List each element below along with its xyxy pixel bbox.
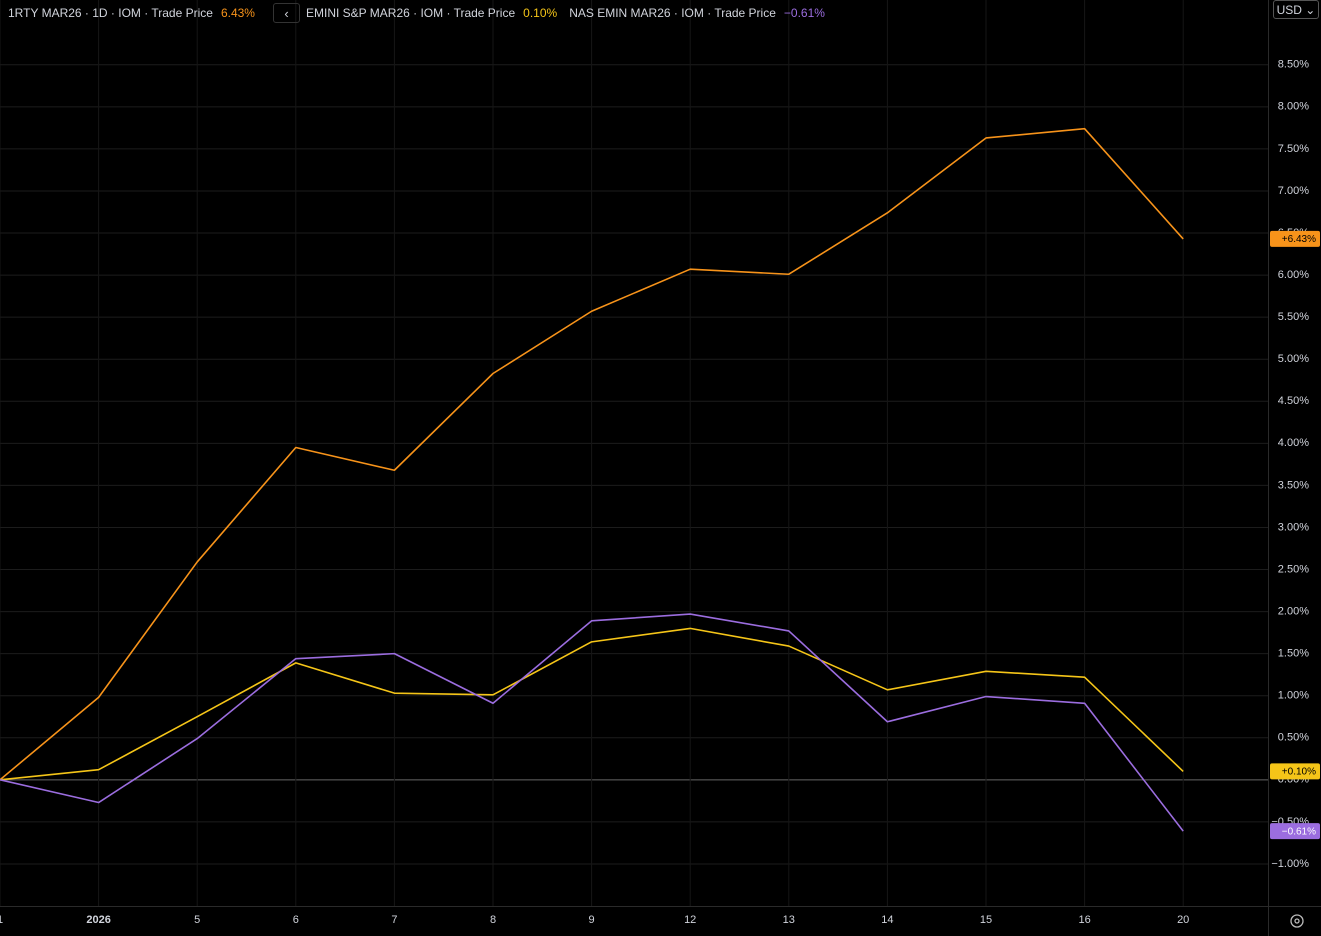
y-tick-label: 4.00%: [1278, 437, 1309, 449]
x-tick-label: 20: [1177, 914, 1189, 926]
x-tick-label: 2026: [86, 914, 110, 926]
series-line: [0, 627, 1184, 781]
series-line: [0, 613, 1184, 832]
x-tick-label: 8: [490, 914, 496, 926]
y-tick-label: 3.00%: [1278, 521, 1309, 533]
x-tick-label: 9: [589, 914, 595, 926]
price-tag: [1270, 763, 1320, 780]
y-tick-label: 8.50%: [1278, 59, 1309, 71]
series-line: [0, 127, 1184, 781]
y-tick-label: 5.50%: [1278, 311, 1309, 323]
legend-name: 1RTY MAR26 · 1D · IOM · Trade Price: [8, 6, 213, 20]
x-tick-label: 14: [881, 914, 893, 926]
y-tick-label: 4.50%: [1278, 395, 1309, 407]
y-tick-label: 0.50%: [1278, 732, 1309, 744]
price-tag-label: −0.61%: [1282, 826, 1316, 837]
legend: 1RTY MAR26 · 1D · IOM · Trade Price 6.43%…: [8, 3, 825, 23]
collapse-button[interactable]: ‹: [272, 3, 300, 23]
price-tag: [1270, 230, 1320, 247]
legend-value: 0.10%: [523, 6, 558, 20]
x-tick-label: 13: [783, 914, 795, 926]
currency: USD: [1276, 2, 1302, 17]
x-tick-label: 7: [391, 914, 397, 926]
currency-button[interactable]: USD ⌄: [1273, 0, 1319, 19]
x-tick-label: 15: [980, 914, 992, 926]
legend-value: −0.61%: [783, 6, 825, 20]
y-tick-label: −1.00%: [1271, 858, 1309, 870]
y-tick-label: 1.50%: [1278, 648, 1309, 660]
price-tag-label: +0.10%: [1282, 767, 1316, 778]
y-tick-label: 2.50%: [1278, 563, 1309, 575]
y-tick-label: 2.00%: [1278, 605, 1309, 617]
y-tick-label: 7.00%: [1278, 185, 1309, 197]
x-tick-label: 6: [293, 914, 299, 926]
legend-name: NAS EMIN MAR26 · IOM · Trade Price: [569, 6, 776, 20]
x-tick-label: 5: [194, 914, 200, 926]
x-tick-label: 1: [0, 914, 3, 926]
legend-name: EMINI S&P MAR26 · IOM · Trade Price: [305, 6, 516, 20]
price-tag-label: +6.43%: [1282, 234, 1316, 245]
y-tick-label: 6.00%: [1278, 269, 1309, 281]
y-tick-label: 1.00%: [1278, 690, 1309, 702]
y-tick-label: 8.00%: [1278, 101, 1309, 113]
x-tick-label: 12: [684, 914, 696, 926]
y-tick-label: 7.50%: [1278, 143, 1309, 155]
x-tick-label: 16: [1078, 914, 1090, 926]
settings-dot: [1294, 918, 1300, 924]
price-tag: [1270, 823, 1320, 840]
settings-ring: [1290, 914, 1304, 928]
legend-value: 6.43%: [220, 6, 255, 20]
y-tick-label: 3.50%: [1278, 479, 1309, 491]
settings-icon[interactable]: [1290, 914, 1304, 928]
y-tick-label: 5.00%: [1278, 353, 1309, 365]
